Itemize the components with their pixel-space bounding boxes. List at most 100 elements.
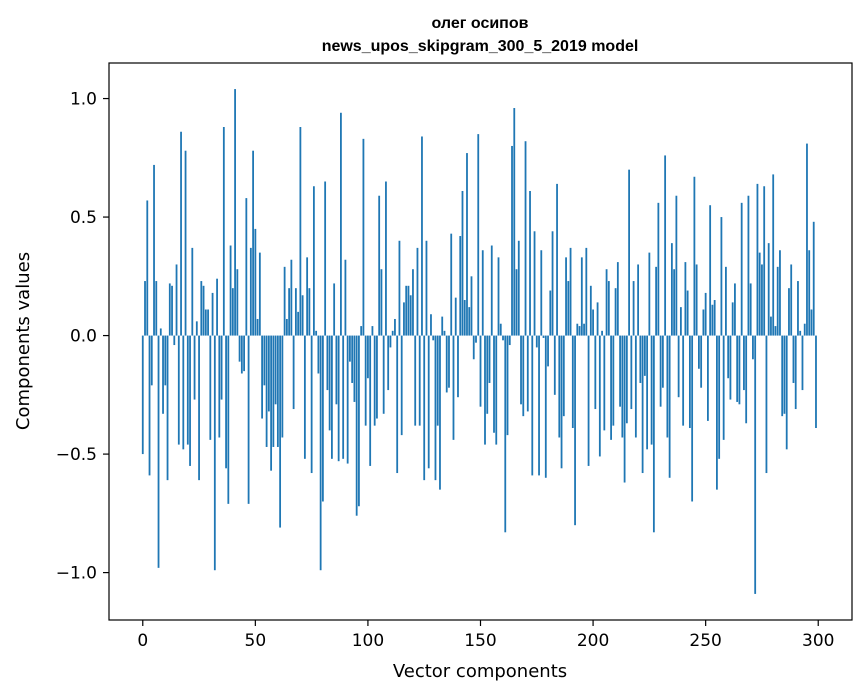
- bar: [184, 150, 187, 336]
- bar: [740, 202, 743, 336]
- bar: [693, 176, 696, 336]
- bar: [144, 281, 146, 336]
- bar: [612, 335, 615, 426]
- bar: [652, 335, 655, 533]
- bar: [234, 89, 236, 336]
- bar: [598, 335, 601, 457]
- bar: [729, 335, 732, 400]
- bar: [403, 302, 405, 336]
- bar: [150, 335, 153, 386]
- bar: [520, 335, 522, 405]
- bar: [797, 281, 799, 336]
- bar: [245, 198, 248, 336]
- bar: [639, 335, 642, 383]
- bar: [810, 309, 813, 336]
- bar: [290, 259, 293, 336]
- bar: [670, 243, 673, 336]
- bars-group: [141, 89, 817, 594]
- bar: [382, 335, 385, 414]
- bar: [695, 264, 698, 336]
- bar: [405, 285, 408, 336]
- bar: [261, 335, 263, 419]
- bar: [686, 290, 689, 336]
- bar: [475, 335, 477, 343]
- bar: [664, 155, 667, 336]
- bar: [587, 335, 590, 466]
- bar: [461, 190, 464, 336]
- bar: [279, 335, 282, 528]
- bar: [763, 186, 766, 336]
- x-tick-label: 150: [464, 631, 496, 651]
- bar: [267, 335, 270, 412]
- bar: [276, 335, 279, 447]
- bar: [202, 285, 205, 336]
- bar: [294, 288, 297, 336]
- bar: [218, 335, 221, 438]
- bar: [783, 335, 786, 414]
- bar: [529, 190, 531, 336]
- bar: [711, 304, 714, 336]
- bar: [553, 335, 556, 395]
- bar: [666, 335, 669, 438]
- bar: [493, 335, 495, 433]
- bar: [538, 335, 540, 476]
- bar: [625, 335, 628, 424]
- bar: [634, 335, 637, 438]
- bar: [430, 314, 432, 336]
- bar: [398, 240, 401, 336]
- bar: [522, 335, 525, 417]
- bar: [765, 335, 768, 474]
- bar: [213, 335, 216, 571]
- bar: [556, 183, 558, 336]
- bar: [236, 269, 239, 336]
- bar: [394, 318, 396, 336]
- bar: [427, 335, 430, 469]
- bar: [781, 335, 784, 417]
- bar: [272, 335, 275, 447]
- bar: [490, 245, 493, 336]
- bar: [524, 141, 527, 336]
- bar: [790, 264, 793, 336]
- bar: [562, 335, 565, 417]
- bar: [409, 295, 412, 336]
- bar: [288, 288, 291, 336]
- bar: [315, 330, 318, 336]
- bar: [691, 335, 694, 502]
- bar: [547, 335, 549, 367]
- bar: [605, 269, 608, 336]
- bar: [677, 335, 680, 398]
- bar: [207, 309, 209, 336]
- bar: [204, 309, 207, 336]
- bar: [594, 335, 597, 410]
- bar: [738, 335, 741, 405]
- bar: [682, 335, 685, 426]
- bar: [655, 266, 658, 336]
- bar: [283, 266, 286, 336]
- x-tick-label: 0: [137, 631, 148, 651]
- bar: [333, 283, 336, 336]
- bar: [779, 250, 781, 336]
- bar: [646, 335, 649, 450]
- bar: [340, 112, 342, 336]
- bar: [734, 283, 736, 336]
- bar: [249, 247, 252, 336]
- y-axis-ticks: 1.0 0.5 0.0 −0.5 −1.0: [56, 90, 109, 584]
- bar: [243, 335, 245, 372]
- bar: [472, 335, 475, 360]
- bar: [360, 326, 363, 336]
- bar: [423, 335, 426, 481]
- bar: [630, 335, 633, 410]
- bar: [511, 145, 513, 336]
- bar: [704, 292, 707, 336]
- bar: [603, 335, 606, 431]
- bar: [335, 335, 338, 405]
- bar: [596, 302, 599, 336]
- bar: [767, 243, 770, 336]
- bar: [229, 245, 232, 336]
- bar: [702, 309, 705, 336]
- bar: [709, 205, 712, 336]
- bar: [481, 250, 484, 336]
- bar: [468, 307, 471, 336]
- bar: [659, 335, 662, 407]
- bar: [508, 335, 511, 346]
